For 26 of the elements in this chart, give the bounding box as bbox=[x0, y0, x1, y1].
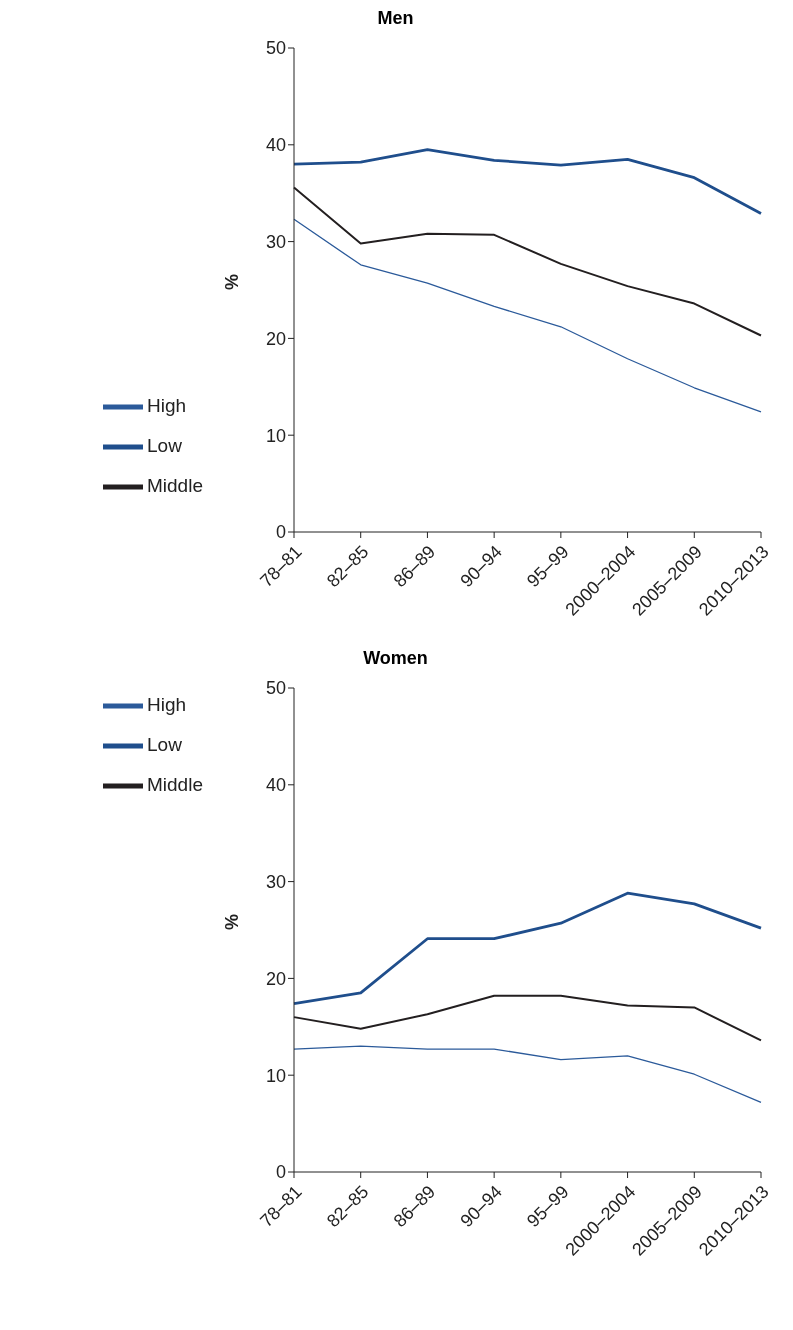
legend-label: Low bbox=[147, 435, 182, 457]
y-tick-label: 30 bbox=[265, 871, 286, 892]
y-tick-label: 20 bbox=[265, 328, 286, 349]
y-tick-label: 10 bbox=[265, 1065, 286, 1086]
y-tick-label: 40 bbox=[265, 135, 286, 156]
legend-label: High bbox=[147, 395, 187, 417]
y-tick-label: 0 bbox=[275, 1162, 286, 1183]
y-axis-title: % bbox=[222, 273, 243, 290]
chart-title: Women bbox=[362, 648, 429, 670]
legend-label: Low bbox=[147, 734, 182, 756]
y-tick-label: 50 bbox=[265, 678, 286, 699]
y-tick-label: 30 bbox=[265, 231, 286, 252]
line-series bbox=[292, 148, 763, 215]
y-tick-label: 0 bbox=[275, 522, 286, 543]
line-series bbox=[293, 1045, 762, 1103]
legend-label: High bbox=[147, 694, 187, 716]
y-tick-label: 20 bbox=[265, 968, 286, 989]
line-series bbox=[293, 218, 762, 413]
chart-title: Men bbox=[376, 8, 415, 30]
y-axis-title: % bbox=[222, 913, 243, 930]
legend-label: Middle bbox=[147, 475, 203, 497]
line-series bbox=[292, 891, 763, 1005]
y-tick-label: 40 bbox=[265, 775, 286, 796]
y-tick-label: 50 bbox=[265, 38, 286, 59]
y-tick-label: 10 bbox=[265, 425, 286, 446]
legend-label: Middle bbox=[147, 774, 203, 796]
